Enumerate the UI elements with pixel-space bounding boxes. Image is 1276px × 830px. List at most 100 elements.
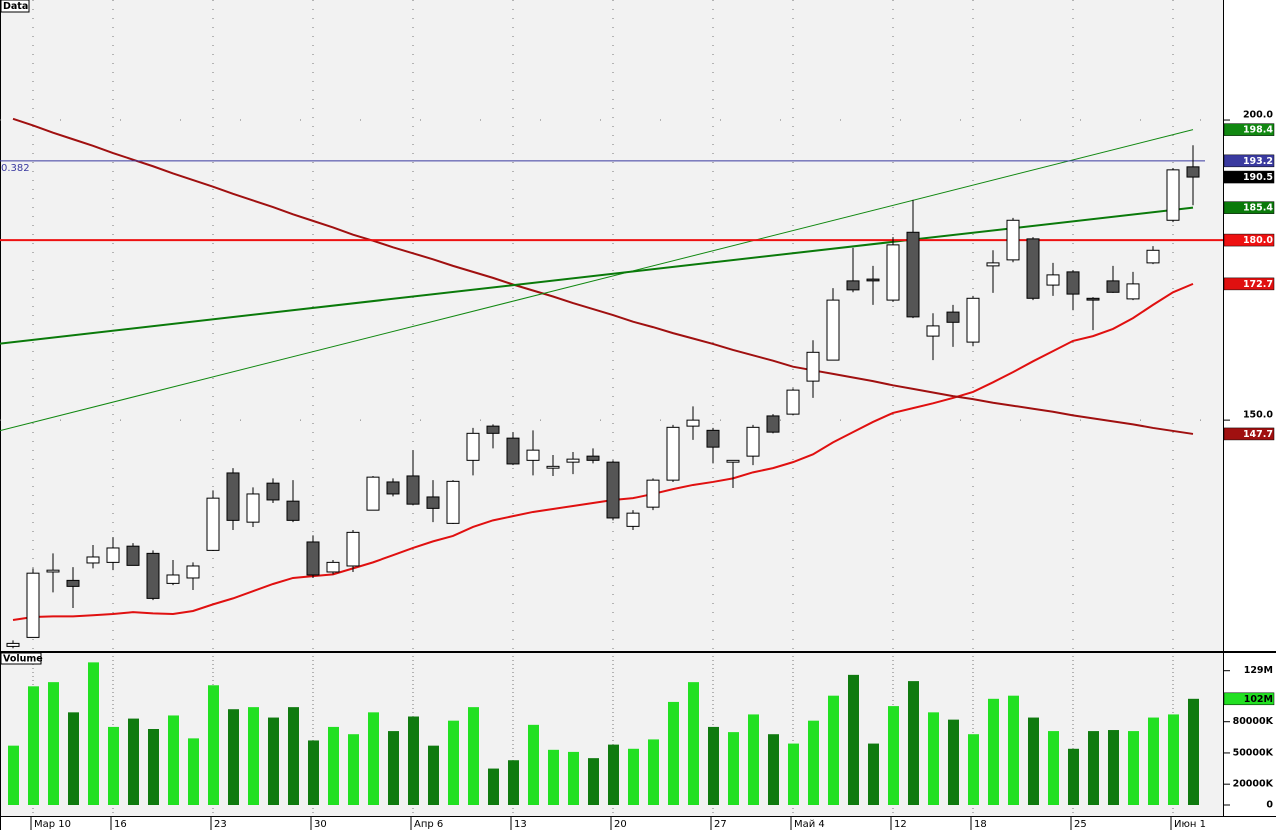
volume-bar [1148, 717, 1159, 805]
y-tick-label: 150.0 [1243, 410, 1273, 421]
x-tick-label: 25 [1074, 819, 1087, 830]
candle-body [846, 280, 860, 291]
value-tag [1223, 233, 1275, 247]
y-tick-label: 20000K [1233, 779, 1274, 790]
volume-bar [448, 720, 459, 805]
candle-body [706, 429, 720, 448]
price-axis [1224, 0, 1276, 830]
volume-bar [108, 726, 119, 805]
value-tag [1223, 170, 1275, 184]
volume-bar [908, 681, 919, 805]
volume-bar [1128, 731, 1139, 805]
candle-body [946, 311, 960, 323]
candle-body [6, 642, 20, 647]
candle-body [586, 455, 600, 461]
y-tick-label: 129M [1244, 665, 1273, 676]
volume-bar [428, 745, 439, 805]
candle-body [446, 480, 460, 524]
volume-bar [148, 729, 159, 805]
moving-average [12, 282, 1194, 621]
volume-bar [968, 734, 979, 805]
x-tick-label: 16 [114, 819, 127, 830]
candle-body [86, 556, 100, 564]
candle-body [46, 569, 60, 573]
volume-bar [68, 712, 79, 805]
candle-body [206, 497, 220, 551]
volume-bar [588, 758, 599, 805]
value-tag [1223, 201, 1275, 214]
y-tick-label: 50000K [1233, 747, 1274, 758]
y-tick-label: 80000K [1233, 716, 1274, 727]
volume-bar [988, 698, 999, 805]
candle-body [686, 419, 700, 427]
volume-bar [308, 740, 319, 805]
volume-bar [208, 685, 219, 805]
volume-bar [1168, 714, 1179, 805]
candle-body [886, 244, 900, 301]
candle-body [426, 496, 440, 509]
x-tick-label: 20 [614, 819, 627, 830]
candle-body [646, 479, 660, 508]
x-tick-label: 30 [314, 819, 327, 830]
value-tag-label: 193.2 [1243, 156, 1273, 167]
candle-body [1186, 166, 1200, 178]
candle-body [306, 541, 320, 576]
candle-body [806, 351, 820, 382]
volume-bar [648, 739, 659, 805]
volume-bar [248, 707, 259, 805]
candle-body [1086, 297, 1100, 301]
candle-body [1166, 169, 1180, 221]
volume-bar [168, 715, 179, 805]
value-tag [1223, 154, 1275, 168]
volume-bar [708, 726, 719, 805]
candle-body [546, 465, 560, 469]
candle-body [366, 476, 380, 511]
volume-bar [328, 726, 339, 805]
candle-body [866, 278, 880, 282]
volume-bar [788, 743, 799, 805]
candle-body [626, 512, 640, 527]
trendline [0, 129, 1194, 432]
value-tag-label: 180.0 [1243, 235, 1273, 246]
value-tag [1223, 123, 1275, 136]
volume-bar [848, 674, 859, 805]
x-tick-label: Май 4 [794, 819, 825, 830]
value-tag-label: 102M [1244, 694, 1273, 705]
y-tick-label: 200.0 [1243, 110, 1273, 121]
candle-body [266, 482, 280, 501]
candle-body [326, 561, 340, 573]
volume-bar [48, 682, 59, 805]
volume-bar [288, 707, 299, 805]
moving-average [12, 117, 1194, 435]
volume-bar [388, 731, 399, 805]
volume-bar [268, 717, 279, 805]
candle-body [666, 426, 680, 481]
volume-bar [868, 743, 879, 805]
volume-bar [28, 686, 39, 805]
pane-title: Volume [3, 654, 43, 665]
candle-body [106, 547, 120, 563]
candle-body [1046, 274, 1060, 286]
x-tick-label: 23 [214, 819, 227, 830]
candle-body [526, 449, 540, 461]
candle-body [746, 426, 760, 457]
x-tick-label: Мар 10 [34, 819, 71, 830]
x-tick-label: Июн 1 [1174, 819, 1206, 830]
candle-body [766, 415, 780, 433]
value-tag [1223, 427, 1275, 441]
volume-bar [748, 714, 759, 805]
candle-body [1126, 283, 1140, 300]
candle-body [1146, 249, 1160, 264]
volume-bar [408, 716, 419, 805]
level-label: 0.382 [1, 163, 30, 174]
x-tick-label: 12 [894, 819, 907, 830]
candle-body [1006, 219, 1020, 261]
volume-bar [828, 695, 839, 805]
volume-bar [1088, 731, 1099, 805]
candle-body [1106, 280, 1120, 293]
candle-body [226, 472, 240, 521]
candle-body [606, 461, 620, 519]
value-tag-label: 147.7 [1243, 429, 1273, 440]
volume-bar [728, 732, 739, 805]
